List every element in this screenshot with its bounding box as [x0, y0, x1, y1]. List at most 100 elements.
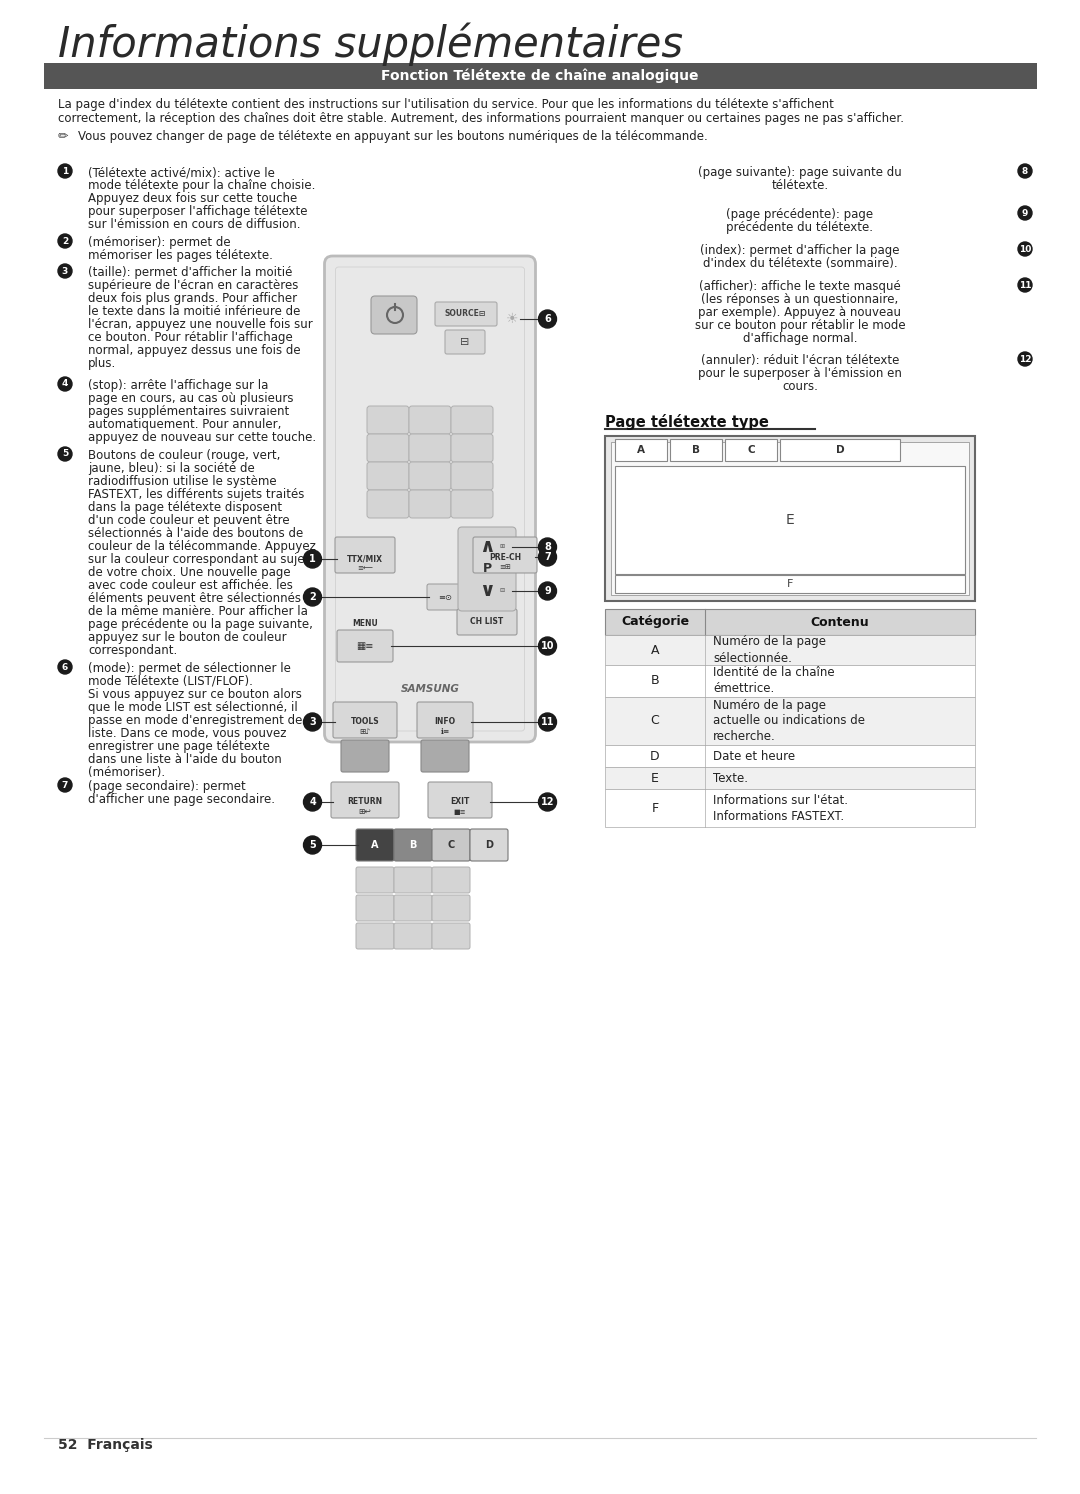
Text: 9: 9	[1022, 209, 1028, 218]
Text: Catégorie: Catégorie	[621, 616, 689, 629]
Text: Informations supplémentaires: Informations supplémentaires	[58, 22, 683, 66]
Bar	[611, 442, 969, 595]
FancyBboxPatch shape	[356, 829, 394, 861]
Text: ∨: ∨	[480, 581, 495, 601]
Text: 4: 4	[309, 796, 315, 807]
Circle shape	[58, 447, 72, 462]
Text: ≡⊙: ≡⊙	[438, 593, 453, 602]
Bar	[605, 766, 975, 789]
FancyBboxPatch shape	[451, 462, 492, 490]
Circle shape	[58, 778, 72, 792]
Text: ⊞↩: ⊞↩	[359, 807, 372, 817]
Text: (mémoriser): permet de: (mémoriser): permet de	[87, 236, 231, 249]
Text: (mode): permet de sélectionner le: (mode): permet de sélectionner le	[87, 662, 291, 675]
Text: ■≡: ■≡	[454, 808, 467, 816]
Text: D: D	[836, 445, 845, 456]
Circle shape	[539, 793, 556, 811]
Text: (afficher): affiche le texte masqué: (afficher): affiche le texte masqué	[699, 279, 901, 293]
FancyBboxPatch shape	[367, 433, 409, 462]
FancyBboxPatch shape	[394, 867, 432, 893]
Text: 1: 1	[309, 554, 315, 565]
Text: ✏: ✏	[58, 130, 68, 143]
Text: 5: 5	[309, 840, 315, 850]
Bar	[670, 439, 723, 462]
Text: pour superposer l'affichage télétexte: pour superposer l'affichage télétexte	[87, 205, 308, 218]
Text: E: E	[651, 771, 659, 784]
Text: (Télétexte activé/mix): active le: (Télétexte activé/mix): active le	[87, 166, 275, 179]
Text: TTX/MIX: TTX/MIX	[347, 554, 383, 563]
Text: 6: 6	[62, 662, 68, 671]
Text: Identité de la chaîne
émettrice.: Identité de la chaîne émettrice.	[713, 666, 835, 696]
Text: avec code couleur est affichée. les: avec code couleur est affichée. les	[87, 580, 293, 592]
Text: (taille): permet d'afficher la moitié: (taille): permet d'afficher la moitié	[87, 266, 293, 279]
Text: D: D	[650, 750, 660, 762]
Text: sur la couleur correspondant au sujet: sur la couleur correspondant au sujet	[87, 553, 309, 566]
Text: B: B	[650, 674, 659, 687]
Text: automatiquement. Pour annuler,: automatiquement. Pour annuler,	[87, 418, 282, 430]
Text: Informations sur l'état.
Informations FASTEXT.: Informations sur l'état. Informations FA…	[713, 793, 848, 823]
Text: (page secondaire): permet: (page secondaire): permet	[87, 780, 246, 793]
FancyBboxPatch shape	[394, 923, 432, 949]
Circle shape	[303, 837, 322, 855]
Text: ≡⊞: ≡⊞	[499, 565, 511, 571]
Text: Numéro de la page
sélectionnée.: Numéro de la page sélectionnée.	[713, 635, 826, 665]
Text: ▦≡: ▦≡	[356, 641, 374, 651]
Circle shape	[1018, 164, 1032, 178]
Text: SAMSUNG: SAMSUNG	[401, 684, 459, 695]
FancyBboxPatch shape	[409, 433, 451, 462]
Text: Si vous appuyez sur ce bouton alors: Si vous appuyez sur ce bouton alors	[87, 689, 302, 701]
Text: appuyez de nouveau sur cette touche.: appuyez de nouveau sur cette touche.	[87, 430, 316, 444]
FancyBboxPatch shape	[451, 490, 492, 518]
FancyBboxPatch shape	[333, 702, 397, 738]
Text: radiodiffusion utilise le système: radiodiffusion utilise le système	[87, 475, 276, 489]
Text: MENU: MENU	[352, 620, 378, 629]
Circle shape	[1018, 242, 1032, 255]
FancyBboxPatch shape	[451, 433, 492, 462]
FancyBboxPatch shape	[367, 406, 409, 433]
Text: (page suivante): page suivante du: (page suivante): page suivante du	[698, 166, 902, 179]
Text: page précédente ou la page suivante,: page précédente ou la page suivante,	[87, 619, 313, 630]
Text: d'index du télétexte (sommaire).: d'index du télétexte (sommaire).	[703, 257, 897, 270]
Bar	[725, 439, 777, 462]
Text: d'affichage normal.: d'affichage normal.	[743, 332, 858, 345]
FancyBboxPatch shape	[409, 462, 451, 490]
Text: A: A	[651, 644, 659, 656]
Text: F: F	[651, 801, 659, 814]
FancyBboxPatch shape	[432, 895, 470, 920]
Text: ∧: ∧	[480, 538, 495, 556]
Text: 8: 8	[544, 542, 551, 551]
Bar	[605, 436, 975, 601]
FancyBboxPatch shape	[337, 630, 393, 662]
Text: E: E	[785, 512, 795, 527]
Bar	[615, 439, 667, 462]
Text: de la même manière. Pour afficher la: de la même manière. Pour afficher la	[87, 605, 308, 619]
Text: d'afficher une page secondaire.: d'afficher une page secondaire.	[87, 793, 275, 805]
FancyBboxPatch shape	[428, 781, 492, 819]
FancyBboxPatch shape	[435, 302, 497, 326]
Text: sur ce bouton pour rétablir le mode: sur ce bouton pour rétablir le mode	[694, 320, 905, 332]
Text: jaune, bleu): si la société de: jaune, bleu): si la société de	[87, 462, 255, 475]
Text: ce bouton. Pour rétablir l'affichage: ce bouton. Pour rétablir l'affichage	[87, 332, 293, 344]
Text: EXIT: EXIT	[450, 798, 470, 807]
Text: le texte dans la moitié inférieure de: le texte dans la moitié inférieure de	[87, 305, 300, 318]
Text: pour le superposer à l'émission en: pour le superposer à l'émission en	[698, 368, 902, 379]
FancyBboxPatch shape	[330, 781, 399, 819]
Text: B: B	[409, 840, 417, 850]
Text: (les réponses à un questionnaire,: (les réponses à un questionnaire,	[701, 293, 899, 306]
Circle shape	[58, 235, 72, 248]
Text: 9: 9	[544, 586, 551, 596]
Bar	[615, 575, 966, 593]
Text: 3: 3	[62, 266, 68, 275]
Circle shape	[303, 793, 322, 811]
Text: dans une liste à l'aide du bouton: dans une liste à l'aide du bouton	[87, 753, 282, 766]
Text: (index): permet d'afficher la page: (index): permet d'afficher la page	[700, 244, 900, 257]
FancyBboxPatch shape	[356, 867, 394, 893]
Circle shape	[1018, 278, 1032, 291]
FancyBboxPatch shape	[473, 536, 537, 574]
FancyBboxPatch shape	[356, 895, 394, 920]
Text: C: C	[747, 445, 755, 456]
Text: (stop): arrête l'affichage sur la: (stop): arrête l'affichage sur la	[87, 379, 268, 391]
Text: P: P	[483, 563, 491, 575]
Text: 52  Français: 52 Français	[58, 1439, 152, 1452]
Text: (mémoriser).: (mémoriser).	[87, 766, 165, 778]
